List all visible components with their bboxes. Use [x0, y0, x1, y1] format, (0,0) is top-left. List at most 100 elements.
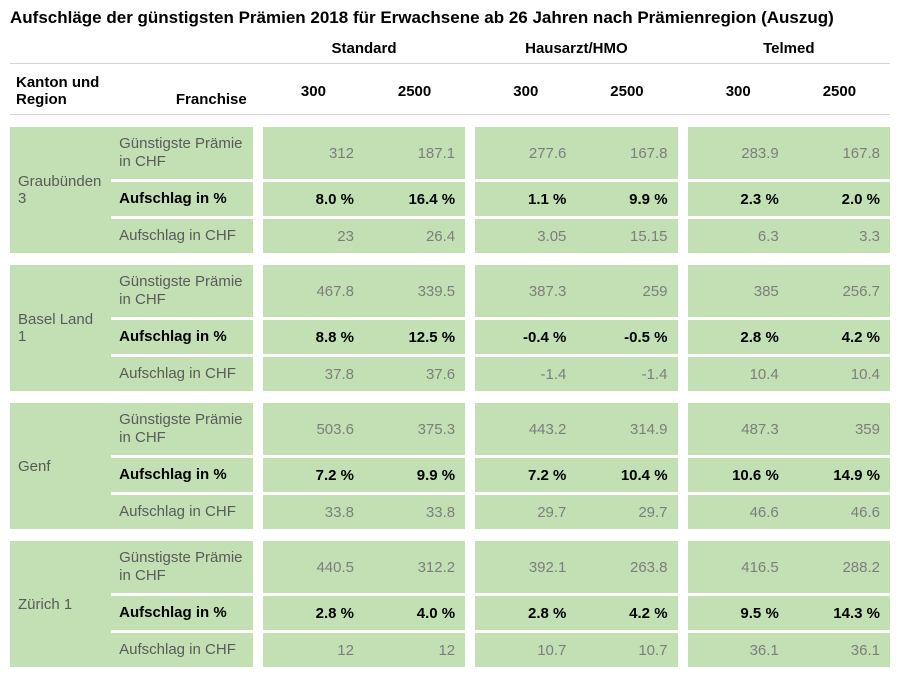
chf-3-3: 10.7	[576, 633, 677, 667]
chf-1-0: 37.8	[263, 357, 364, 391]
pct-1-4: 2.8 %	[688, 320, 789, 354]
row-label-premium-2: Günstigste Prämie in CHF	[111, 403, 253, 455]
chf-2-2: 29.7	[475, 495, 576, 529]
pct-3-0: 2.8 %	[263, 596, 364, 630]
pct-1-5: 4.2 %	[789, 320, 890, 354]
chf-2-4: 46.6	[688, 495, 789, 529]
row-label-chf-0: Aufschlag in CHF	[111, 219, 253, 253]
chf-0-2: 3.05	[475, 219, 576, 253]
region-name-1: Basel Land 1	[10, 265, 111, 391]
chf-0-4: 6.3	[688, 219, 789, 253]
premium-3-1: 312.2	[364, 541, 465, 593]
header-franchise-1-1: 2500	[576, 64, 677, 114]
pct-2-5: 14.9 %	[789, 458, 890, 492]
pct-2-2: 7.2 %	[475, 458, 576, 492]
premium-1-5: 256.7	[789, 265, 890, 317]
header-franchise-2-0: 300	[688, 64, 789, 114]
premium-3-0: 440.5	[263, 541, 364, 593]
pct-1-2: -0.4 %	[475, 320, 576, 354]
header-franchise-0-0: 300	[263, 64, 364, 114]
chf-3-4: 36.1	[688, 633, 789, 667]
premium-2-1: 375.3	[364, 403, 465, 455]
region-name-3: Zürich 1	[10, 541, 111, 667]
premium-3-2: 392.1	[475, 541, 576, 593]
region-name-2: Genf	[10, 403, 111, 529]
pct-1-0: 8.8 %	[263, 320, 364, 354]
row-label-pct-2: Aufschlag in %	[111, 458, 253, 492]
row-label-premium-1: Günstigste Prämie in CHF	[111, 265, 253, 317]
chf-3-1: 12	[364, 633, 465, 667]
premium-2-0: 503.6	[263, 403, 364, 455]
chf-2-3: 29.7	[576, 495, 677, 529]
chf-3-0: 12	[263, 633, 364, 667]
chf-1-3: -1.4	[576, 357, 677, 391]
premium-0-2: 277.6	[475, 127, 576, 179]
header-region: Kanton und Region	[10, 64, 111, 114]
premium-1-1: 339.5	[364, 265, 465, 317]
chf-3-2: 10.7	[475, 633, 576, 667]
chf-1-2: -1.4	[475, 357, 576, 391]
col-group-1: Hausarzt/HMO	[475, 34, 677, 63]
premium-0-4: 283.9	[688, 127, 789, 179]
premium-3-5: 288.2	[789, 541, 890, 593]
chf-2-5: 46.6	[789, 495, 890, 529]
page-title: Aufschläge der günstigsten Prämien 2018 …	[10, 8, 890, 28]
header-franchise-1-0: 300	[475, 64, 576, 114]
col-group-0: Standard	[263, 34, 465, 63]
header-franchise: Franchise	[111, 64, 253, 114]
pct-2-0: 7.2 %	[263, 458, 364, 492]
chf-0-0: 23	[263, 219, 364, 253]
pct-2-1: 9.9 %	[364, 458, 465, 492]
premium-1-4: 385	[688, 265, 789, 317]
chf-1-5: 10.4	[789, 357, 890, 391]
col-group-2: Telmed	[688, 34, 890, 63]
premium-2-4: 487.3	[688, 403, 789, 455]
chf-2-0: 33.8	[263, 495, 364, 529]
chf-1-4: 10.4	[688, 357, 789, 391]
chf-2-1: 33.8	[364, 495, 465, 529]
chf-0-1: 26.4	[364, 219, 465, 253]
premium-1-3: 259	[576, 265, 677, 317]
premium-3-4: 416.5	[688, 541, 789, 593]
row-label-premium-3: Günstigste Prämie in CHF	[111, 541, 253, 593]
premium-1-2: 387.3	[475, 265, 576, 317]
pct-3-4: 9.5 %	[688, 596, 789, 630]
premium-0-1: 187.1	[364, 127, 465, 179]
region-name-0: Graubünden 3	[10, 127, 111, 253]
chf-0-5: 3.3	[789, 219, 890, 253]
row-label-chf-2: Aufschlag in CHF	[111, 495, 253, 529]
pct-2-4: 10.6 %	[688, 458, 789, 492]
chf-1-1: 37.6	[364, 357, 465, 391]
pct-0-3: 9.9 %	[576, 182, 677, 216]
pct-2-3: 10.4 %	[576, 458, 677, 492]
pct-0-1: 16.4 %	[364, 182, 465, 216]
pct-3-3: 4.2 %	[576, 596, 677, 630]
pct-3-2: 2.8 %	[475, 596, 576, 630]
premium-2-3: 314.9	[576, 403, 677, 455]
premium-2-5: 359	[789, 403, 890, 455]
pct-0-0: 8.0 %	[263, 182, 364, 216]
pct-0-2: 1.1 %	[475, 182, 576, 216]
pct-0-5: 2.0 %	[789, 182, 890, 216]
row-label-chf-3: Aufschlag in CHF	[111, 633, 253, 667]
header-franchise-0-1: 2500	[364, 64, 465, 114]
pct-3-1: 4.0 %	[364, 596, 465, 630]
pct-1-3: -0.5 %	[576, 320, 677, 354]
row-label-pct-3: Aufschlag in %	[111, 596, 253, 630]
row-label-chf-1: Aufschlag in CHF	[111, 357, 253, 391]
premium-0-5: 167.8	[789, 127, 890, 179]
pct-1-1: 12.5 %	[364, 320, 465, 354]
premium-2-2: 443.2	[475, 403, 576, 455]
row-label-pct-1: Aufschlag in %	[111, 320, 253, 354]
pct-3-5: 14.3 %	[789, 596, 890, 630]
premium-0-0: 312	[263, 127, 364, 179]
header-franchise-2-1: 2500	[789, 64, 890, 114]
pct-0-4: 2.3 %	[688, 182, 789, 216]
premium-table: Standard Hausarzt/HMO Telmed Kanton und Reg…	[10, 34, 890, 667]
row-label-pct-0: Aufschlag in %	[111, 182, 253, 216]
chf-0-3: 15.15	[576, 219, 677, 253]
premium-1-0: 467.8	[263, 265, 364, 317]
premium-0-3: 167.8	[576, 127, 677, 179]
row-label-premium-0: Günstigste Prämie in CHF	[111, 127, 253, 179]
chf-3-5: 36.1	[789, 633, 890, 667]
